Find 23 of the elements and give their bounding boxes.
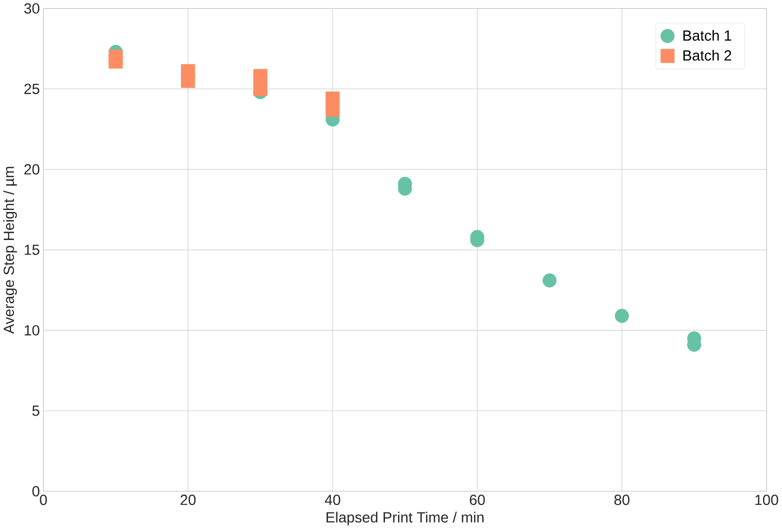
x-tick-label: 60 xyxy=(470,494,485,506)
x-tick-label: 80 xyxy=(614,494,630,506)
y-tick-label: 10 xyxy=(24,325,40,336)
point xyxy=(326,102,340,118)
point xyxy=(542,274,557,288)
x-tick-label: 100 xyxy=(755,494,778,506)
legend-label: Batch 2 xyxy=(683,50,732,61)
y-tick-label: 20 xyxy=(24,164,40,175)
y-axis-title: Average Step Height / µm xyxy=(3,167,17,334)
y-tick-label: 25 xyxy=(24,84,40,94)
point xyxy=(108,54,123,69)
legend-label: Batch 1 xyxy=(683,30,732,41)
y-tick-label: 5 xyxy=(32,406,40,416)
point xyxy=(180,74,196,88)
point xyxy=(614,308,629,324)
x-axis-title: Elapsed Print Time / min xyxy=(326,512,484,526)
x-tick-label: 40 xyxy=(324,494,340,506)
point xyxy=(253,82,268,96)
x-tick-label: 20 xyxy=(180,494,196,506)
y-tick-label: 15 xyxy=(24,244,40,256)
y-tick-label: 0 xyxy=(32,486,40,497)
x-tick-label: 0 xyxy=(40,494,47,506)
y-tick-label: 30 xyxy=(24,3,40,14)
